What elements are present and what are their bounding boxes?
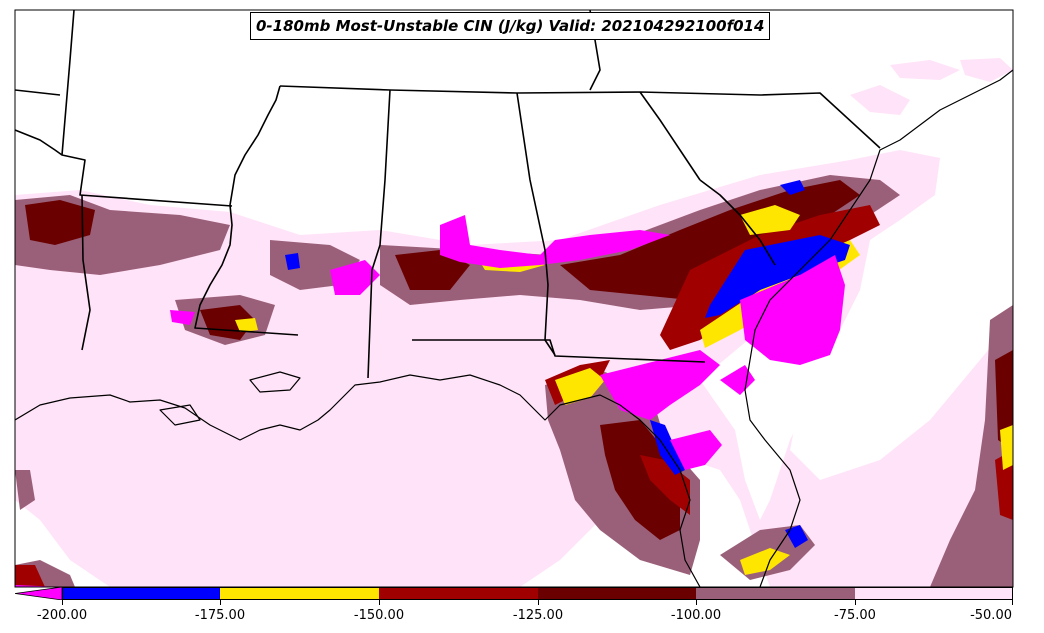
colorbar-tick-label: -100.00 [670, 608, 722, 623]
colorbar-tick [220, 600, 221, 605]
colorbar-tick-label: -125.00 [512, 608, 564, 623]
cin-field-magenta [15, 215, 845, 587]
colorbar-tick [379, 600, 380, 605]
colorbar-tick-label: -150.00 [353, 608, 405, 623]
colorbar-tick-label: -50.00 [970, 608, 1012, 623]
colorbar-tick [62, 600, 63, 605]
colorbar-bin-red [379, 587, 538, 600]
colorbar-bin-blue [62, 587, 220, 600]
colorbar-tick-label: -200.00 [36, 608, 88, 623]
map-title: 0-180mb Most-Unstable CIN (J/kg) Valid: … [250, 12, 771, 40]
colorbar-tick [538, 600, 539, 605]
colorbar-bin-mauve [696, 587, 855, 600]
colorbar-tick-label: -75.00 [834, 608, 876, 623]
colorbar-tick [1012, 600, 1013, 605]
colorbar-bin-darkred [538, 587, 696, 600]
colorbar-extend-arrow [15, 587, 63, 600]
state-boundaries [15, 10, 881, 379]
colorbar-tick [696, 600, 697, 605]
coastline [15, 69, 1013, 587]
colorbar-bin-pink [855, 587, 1013, 600]
colorbar-tick-label: -175.00 [194, 608, 246, 623]
colorbar-tick [855, 600, 856, 605]
colorbar-frame [62, 587, 1013, 600]
colorbar-bin-yellow [220, 587, 379, 600]
